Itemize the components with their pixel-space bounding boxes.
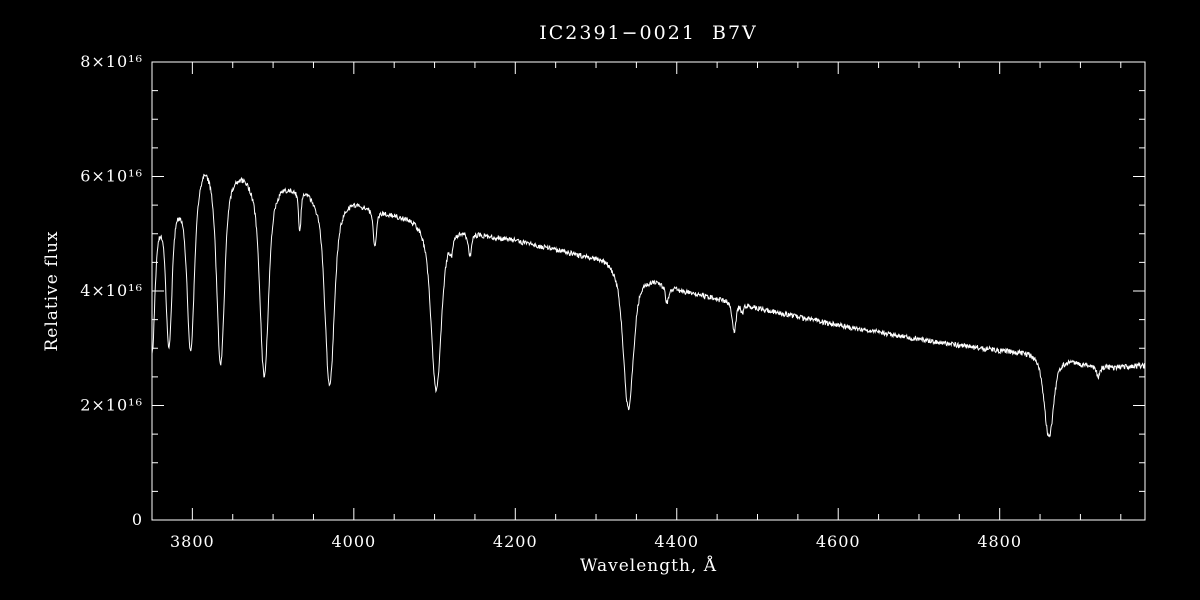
plot-frame — [151, 61, 1146, 521]
plot-title: IC2391−0021 B7V — [539, 22, 758, 44]
y-tick-label: 8×10¹⁶ — [80, 52, 143, 71]
y-tick-label: 4×10¹⁶ — [80, 281, 143, 300]
spectrum-line — [151, 173, 1145, 438]
x-tick-label: 4600 — [816, 532, 861, 551]
x-tick-label: 4400 — [654, 532, 699, 551]
x-tick-label: 4000 — [331, 532, 376, 551]
x-tick-label: 4200 — [493, 532, 538, 551]
y-tick-label: 0 — [132, 510, 143, 529]
y-tick-label: 6×10¹⁶ — [80, 167, 143, 186]
x-axis-label: Wavelength, Å — [580, 556, 717, 576]
x-tick-label: 4800 — [977, 532, 1022, 551]
x-tick-label: 3800 — [170, 532, 215, 551]
y-tick-label: 2×10¹⁶ — [80, 396, 143, 415]
